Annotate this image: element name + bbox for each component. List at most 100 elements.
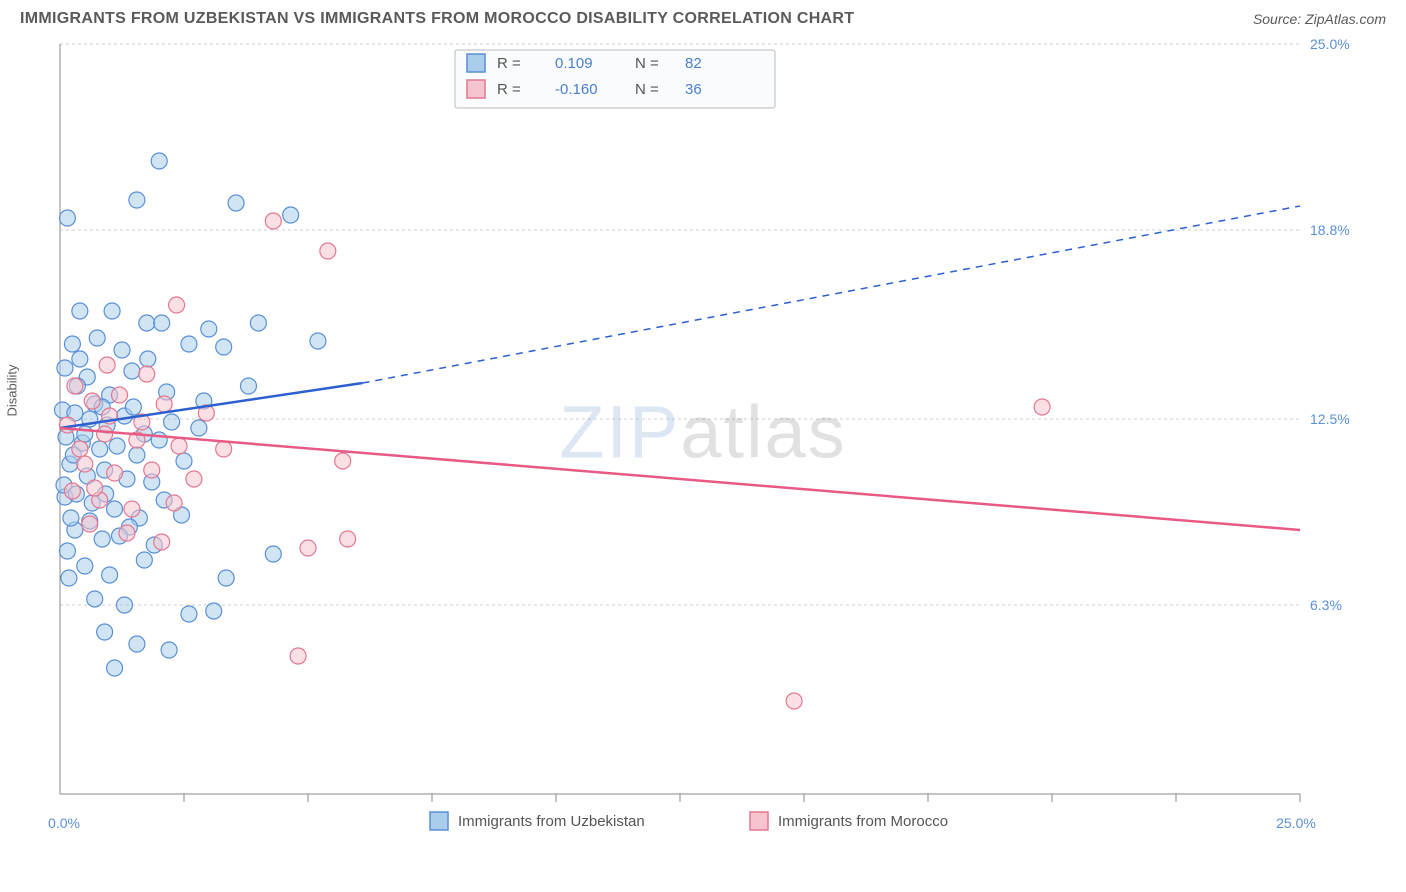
data-point: [67, 378, 83, 394]
data-point: [64, 336, 80, 352]
data-point: [265, 213, 281, 229]
data-point: [107, 501, 123, 517]
legend-n-label: N =: [635, 81, 659, 98]
chart-container: Disability 6.3%12.5%18.8%25.0%0.0%25.0%R…: [20, 34, 1386, 864]
data-point: [129, 192, 145, 208]
data-point: [181, 336, 197, 352]
data-point: [94, 531, 110, 547]
data-point: [129, 447, 145, 463]
data-point: [310, 333, 326, 349]
data-point: [186, 471, 202, 487]
legend-r-value: 0.109: [555, 55, 593, 72]
data-point: [97, 624, 113, 640]
data-point: [139, 366, 155, 382]
data-point: [300, 540, 316, 556]
data-point: [201, 321, 217, 337]
data-point: [84, 393, 100, 409]
data-point: [82, 516, 98, 532]
data-point: [283, 207, 299, 223]
data-point: [335, 453, 351, 469]
chart-title: IMMIGRANTS FROM UZBEKISTAN VS IMMIGRANTS…: [20, 10, 854, 28]
data-point: [154, 534, 170, 550]
data-point: [107, 660, 123, 676]
data-point: [320, 243, 336, 259]
legend-swatch: [467, 80, 485, 98]
data-point: [97, 426, 113, 442]
data-point: [87, 591, 103, 607]
data-point: [87, 480, 103, 496]
x-corner-right: 25.0%: [1276, 815, 1316, 831]
y-tick-label: 18.8%: [1310, 222, 1350, 238]
data-point: [107, 465, 123, 481]
data-point: [250, 315, 266, 331]
data-point: [216, 339, 232, 355]
data-point: [151, 432, 167, 448]
data-point: [109, 438, 125, 454]
data-point: [140, 351, 156, 367]
legend-r-value: -0.160: [555, 81, 598, 98]
data-point: [171, 438, 187, 454]
data-point: [114, 342, 130, 358]
chart-header: IMMIGRANTS FROM UZBEKISTAN VS IMMIGRANTS…: [0, 0, 1406, 34]
data-point: [176, 453, 192, 469]
y-tick-label: 12.5%: [1310, 411, 1350, 427]
legend-swatch: [467, 54, 485, 72]
data-point: [72, 441, 88, 457]
data-point: [191, 420, 207, 436]
data-point: [164, 414, 180, 430]
data-point: [206, 603, 222, 619]
data-point: [136, 552, 152, 568]
data-point: [119, 525, 135, 541]
data-point: [161, 642, 177, 658]
legend-swatch: [430, 812, 448, 830]
data-point: [124, 363, 140, 379]
legend-r-label: R =: [497, 55, 521, 72]
legend-r-label: R =: [497, 81, 521, 98]
data-point: [89, 330, 105, 346]
scatter-chart: 6.3%12.5%18.8%25.0%0.0%25.0%R =0.109N =8…: [20, 34, 1360, 864]
data-point: [92, 441, 108, 457]
y-axis-label: Disability: [5, 364, 20, 416]
data-point: [102, 567, 118, 583]
data-point: [166, 495, 182, 511]
data-point: [340, 531, 356, 547]
data-point: [61, 570, 77, 586]
data-point: [63, 510, 79, 526]
data-point: [216, 441, 232, 457]
data-point: [72, 303, 88, 319]
y-tick-label: 6.3%: [1310, 597, 1342, 613]
data-point: [129, 636, 145, 652]
data-point: [265, 546, 281, 562]
legend-series-label: Immigrants from Uzbekistan: [458, 813, 645, 830]
data-point: [139, 315, 155, 331]
data-point: [240, 378, 256, 394]
chart-source: Source: ZipAtlas.com: [1253, 11, 1386, 27]
data-point: [290, 648, 306, 664]
data-point: [181, 606, 197, 622]
data-point: [1034, 399, 1050, 415]
data-point: [59, 543, 75, 559]
data-point: [218, 570, 234, 586]
data-point: [169, 297, 185, 313]
trend-line: [60, 428, 1300, 530]
trend-line-dashed: [363, 206, 1300, 383]
data-point: [124, 501, 140, 517]
data-point: [77, 456, 93, 472]
data-point: [125, 399, 141, 415]
data-point: [72, 351, 88, 367]
legend-n-value: 82: [685, 55, 702, 72]
legend-n-value: 36: [685, 81, 702, 98]
data-point: [99, 357, 115, 373]
data-point: [104, 303, 120, 319]
legend-series-label: Immigrants from Morocco: [778, 813, 948, 830]
data-point: [154, 315, 170, 331]
data-point: [77, 558, 93, 574]
data-point: [151, 153, 167, 169]
data-point: [116, 597, 132, 613]
data-point: [228, 195, 244, 211]
data-point: [144, 462, 160, 478]
data-point: [156, 396, 172, 412]
legend-swatch: [750, 812, 768, 830]
data-point: [64, 483, 80, 499]
data-point: [57, 360, 73, 376]
